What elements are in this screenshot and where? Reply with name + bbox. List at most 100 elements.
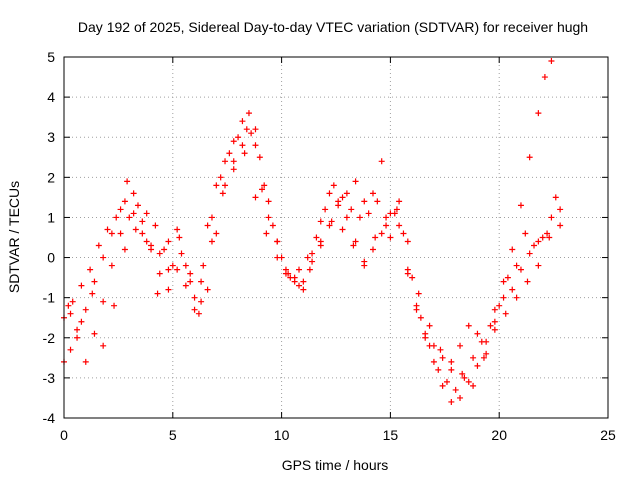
data-point bbox=[108, 262, 115, 269]
data-point bbox=[306, 266, 313, 273]
data-point bbox=[465, 378, 472, 385]
data-point bbox=[513, 294, 520, 301]
y-tick-label: 5 bbox=[47, 49, 55, 65]
data-point bbox=[143, 210, 150, 217]
data-point bbox=[374, 198, 381, 205]
data-point bbox=[474, 330, 481, 337]
data-point bbox=[483, 350, 490, 357]
y-tick-label: -2 bbox=[43, 330, 56, 346]
data-point bbox=[100, 298, 107, 305]
data-point bbox=[300, 278, 307, 285]
data-point bbox=[100, 342, 107, 349]
data-point bbox=[87, 266, 94, 273]
data-point bbox=[191, 306, 198, 313]
data-point bbox=[526, 154, 533, 161]
data-point bbox=[296, 282, 303, 289]
data-point bbox=[156, 250, 163, 257]
y-axis-label: SDTVAR / TECUs bbox=[6, 181, 22, 293]
data-point bbox=[480, 354, 487, 361]
data-point bbox=[182, 282, 189, 289]
data-point bbox=[356, 214, 363, 221]
data-point bbox=[435, 366, 442, 373]
data-point bbox=[248, 130, 255, 137]
data-point bbox=[269, 222, 276, 229]
data-point bbox=[437, 346, 444, 353]
axis-ticks: 0 5 10 15 20 25 -4 -3 -2 -1 0 1 2 3 4 5 bbox=[43, 49, 616, 443]
data-point bbox=[174, 226, 181, 233]
data-point bbox=[230, 158, 237, 165]
data-point bbox=[535, 110, 542, 117]
data-point bbox=[252, 194, 259, 201]
data-point bbox=[404, 270, 411, 277]
data-point bbox=[330, 182, 337, 189]
data-point bbox=[230, 138, 237, 145]
data-point bbox=[91, 278, 98, 285]
data-point bbox=[535, 262, 542, 269]
data-point bbox=[548, 214, 555, 221]
data-point bbox=[535, 238, 542, 245]
data-point bbox=[82, 358, 89, 365]
data-point bbox=[176, 234, 183, 241]
data-point bbox=[524, 278, 531, 285]
data-point bbox=[165, 266, 172, 273]
data-point bbox=[335, 202, 342, 209]
data-point bbox=[239, 142, 246, 149]
data-point bbox=[350, 242, 357, 249]
x-tick-label: 10 bbox=[274, 427, 290, 443]
data-point bbox=[361, 262, 368, 269]
data-point bbox=[352, 178, 359, 185]
data-point bbox=[78, 318, 85, 325]
data-point bbox=[130, 190, 137, 197]
data-point bbox=[541, 74, 548, 81]
data-point bbox=[496, 302, 503, 309]
data-point bbox=[124, 178, 131, 185]
data-point bbox=[513, 262, 520, 269]
data-point bbox=[263, 230, 270, 237]
data-point bbox=[439, 382, 446, 389]
data-point bbox=[74, 326, 81, 333]
data-point bbox=[200, 262, 207, 269]
data-point bbox=[470, 382, 477, 389]
data-point bbox=[339, 194, 346, 201]
data-point bbox=[372, 234, 379, 241]
data-point bbox=[285, 270, 292, 277]
data-point bbox=[343, 214, 350, 221]
data-point bbox=[452, 386, 459, 393]
data-point bbox=[304, 254, 311, 261]
data-point bbox=[67, 310, 74, 317]
data-point bbox=[156, 270, 163, 277]
data-point bbox=[121, 198, 128, 205]
data-point bbox=[65, 302, 72, 309]
data-point bbox=[259, 186, 266, 193]
data-point bbox=[245, 110, 252, 117]
y-tick-label: 4 bbox=[47, 89, 55, 105]
data-point bbox=[491, 326, 498, 333]
data-point bbox=[378, 230, 385, 237]
data-point bbox=[409, 274, 416, 281]
data-point bbox=[274, 254, 281, 261]
data-point bbox=[365, 210, 372, 217]
data-point bbox=[470, 354, 477, 361]
y-tick-label: 2 bbox=[47, 169, 55, 185]
y-tick-label: -1 bbox=[43, 290, 56, 306]
data-point bbox=[91, 330, 98, 337]
data-point bbox=[117, 206, 124, 213]
data-point bbox=[208, 214, 215, 221]
data-point bbox=[191, 294, 198, 301]
data-point bbox=[265, 214, 272, 221]
data-point bbox=[174, 266, 181, 273]
data-point bbox=[544, 230, 551, 237]
data-point bbox=[287, 274, 294, 281]
data-point bbox=[296, 266, 303, 273]
data-point bbox=[139, 218, 146, 225]
data-point bbox=[100, 254, 107, 261]
data-point bbox=[104, 226, 111, 233]
data-point bbox=[539, 234, 546, 241]
data-point bbox=[230, 166, 237, 173]
data-point bbox=[326, 190, 333, 197]
data-point bbox=[457, 394, 464, 401]
data-point bbox=[226, 150, 233, 157]
data-point bbox=[195, 310, 202, 317]
data-point bbox=[491, 306, 498, 313]
data-point bbox=[500, 278, 507, 285]
